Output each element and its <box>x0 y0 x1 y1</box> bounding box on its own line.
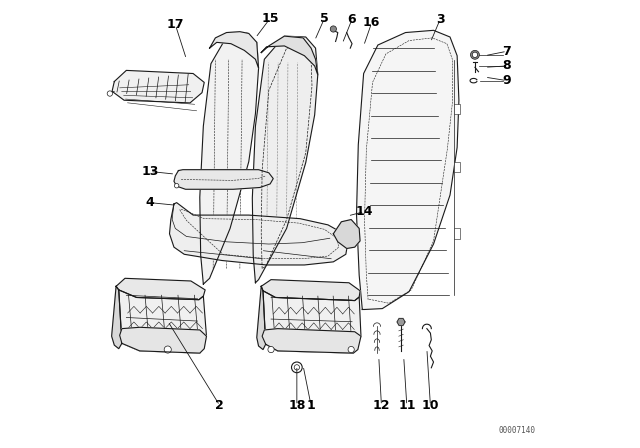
Text: 5: 5 <box>320 12 329 25</box>
Circle shape <box>470 50 479 59</box>
Text: 9: 9 <box>502 74 511 87</box>
Text: 17: 17 <box>166 18 184 31</box>
Circle shape <box>291 362 302 373</box>
Bar <box>454 104 460 115</box>
Text: 1: 1 <box>307 399 316 412</box>
Circle shape <box>175 184 179 188</box>
Polygon shape <box>262 329 361 353</box>
Polygon shape <box>209 32 259 68</box>
Polygon shape <box>119 290 207 353</box>
Text: 2: 2 <box>216 399 224 412</box>
Circle shape <box>348 346 355 353</box>
Polygon shape <box>174 170 273 189</box>
Polygon shape <box>263 291 361 353</box>
Text: 11: 11 <box>398 399 415 412</box>
Polygon shape <box>257 286 266 349</box>
Text: 10: 10 <box>422 399 439 412</box>
Circle shape <box>294 365 300 370</box>
Text: 3: 3 <box>436 13 445 26</box>
Text: 7: 7 <box>502 45 511 58</box>
Polygon shape <box>112 70 204 103</box>
Polygon shape <box>397 319 405 325</box>
Circle shape <box>107 91 113 96</box>
Polygon shape <box>170 202 348 265</box>
Polygon shape <box>356 30 459 310</box>
Text: 13: 13 <box>141 165 159 178</box>
Polygon shape <box>116 278 205 300</box>
Circle shape <box>268 346 274 353</box>
Text: 15: 15 <box>261 12 279 25</box>
Polygon shape <box>200 33 259 284</box>
Circle shape <box>164 346 172 353</box>
Circle shape <box>330 26 337 32</box>
Polygon shape <box>333 220 360 249</box>
Text: 16: 16 <box>363 16 380 29</box>
Polygon shape <box>252 36 318 283</box>
Text: 8: 8 <box>502 60 511 73</box>
Polygon shape <box>261 36 318 75</box>
Text: 6: 6 <box>348 13 356 26</box>
Polygon shape <box>120 327 207 353</box>
Polygon shape <box>261 280 360 301</box>
Text: 18: 18 <box>288 399 305 412</box>
Bar <box>454 228 460 239</box>
Text: 12: 12 <box>372 399 390 412</box>
Text: 14: 14 <box>356 205 373 218</box>
Polygon shape <box>111 286 122 349</box>
Text: 00007140: 00007140 <box>499 426 536 435</box>
Bar <box>454 162 460 172</box>
Text: 4: 4 <box>145 196 154 209</box>
Circle shape <box>472 52 477 57</box>
